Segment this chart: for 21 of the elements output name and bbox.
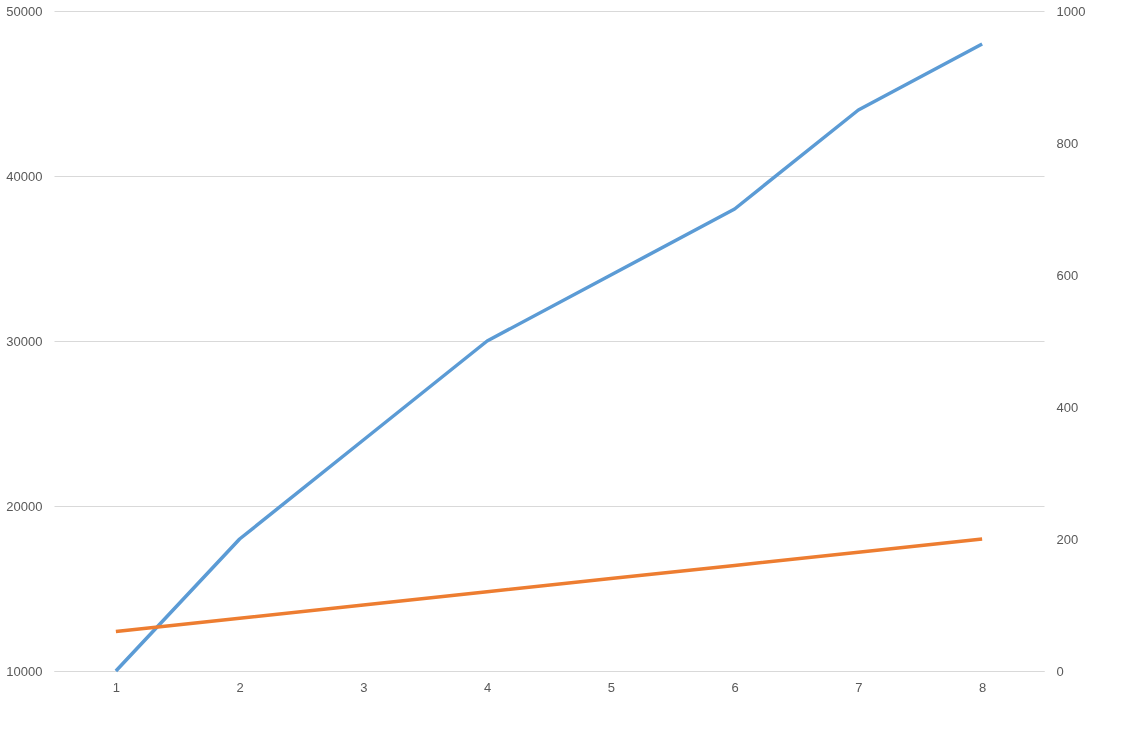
x-tick-label: 6: [731, 679, 739, 695]
x-tick-label: 1: [112, 679, 120, 695]
line-series: [114, 42, 984, 673]
y-tick-label: 20000: [6, 498, 43, 514]
y2-tick-label: 0: [1056, 663, 1064, 679]
y2-tick-label: 1000: [1056, 3, 1086, 19]
x-tick-label: 8: [979, 679, 987, 695]
y2-tick-label: 200: [1056, 531, 1079, 547]
x-tick-label: 7: [855, 679, 863, 695]
y-tick-label: 50000: [6, 3, 43, 19]
line-series: [114, 537, 984, 634]
y-tick-label: 30000: [6, 333, 43, 349]
y2-tick-label: 400: [1056, 399, 1079, 415]
y2-tick-label: 600: [1056, 267, 1079, 283]
x-tick-label: 4: [484, 679, 492, 695]
y-tick-label: 40000: [6, 168, 43, 184]
y2-tick-label: 800: [1056, 135, 1079, 151]
x-tick-label: 2: [236, 679, 244, 695]
x-tick-label: 5: [607, 679, 615, 695]
y-tick-label: 10000: [6, 663, 43, 679]
x-tick-label: 3: [360, 679, 368, 695]
